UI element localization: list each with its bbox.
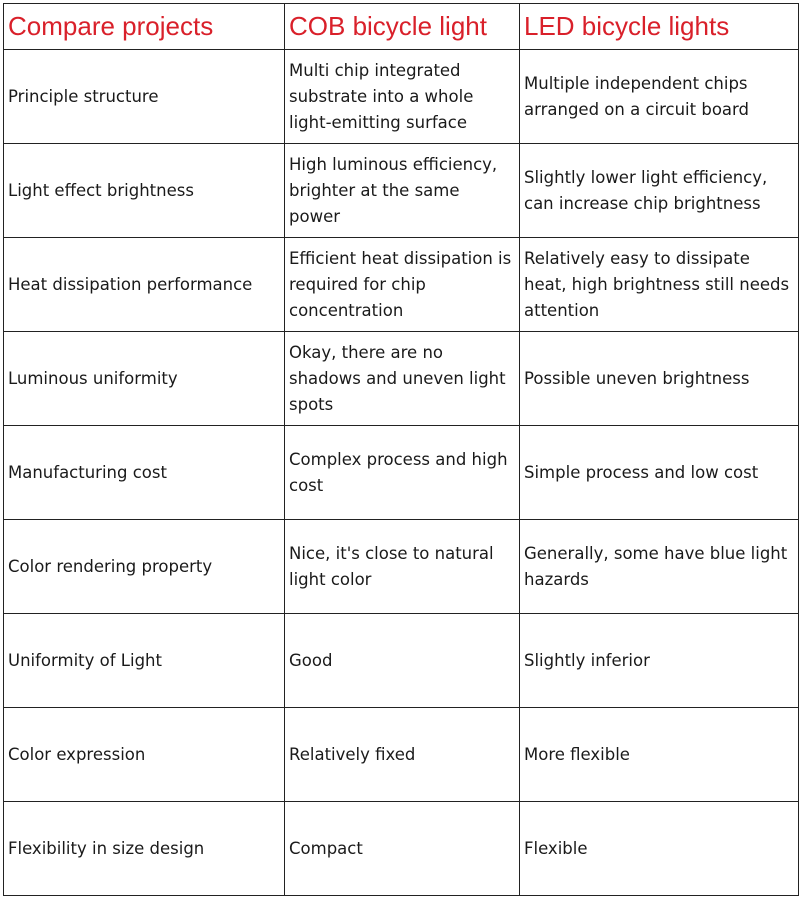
led-cell: Simple process and low cost	[519, 425, 799, 520]
cob-cell: Relatively fixed	[284, 707, 520, 802]
table-row: Heat dissipation performance Efficient he…	[3, 237, 799, 332]
table-row: Uniformity of Light Good Slightly inferior	[3, 613, 799, 708]
led-cell: Relatively easy to dissipate heat, high …	[519, 237, 799, 332]
cob-cell: High luminous efficiency, brighter at th…	[284, 143, 520, 238]
table-row: Manufacturing cost Complex process and hi…	[3, 425, 799, 520]
comparison-table: Compare projects COB bicycle light LED b…	[3, 3, 799, 896]
cob-cell: Nice, it's close to natural light color	[284, 519, 520, 614]
cob-cell: Okay, there are no shadows and uneven li…	[284, 331, 520, 426]
led-cell: Possible uneven brightness	[519, 331, 799, 426]
led-cell: Slightly lower light efficiency, can inc…	[519, 143, 799, 238]
led-cell: Multiple independent chips arranged on a…	[519, 49, 799, 144]
criterion-cell: Luminous uniformity	[3, 331, 285, 426]
header-cob: COB bicycle light	[284, 3, 520, 50]
led-cell: Generally, some have blue light hazards	[519, 519, 799, 614]
table-row: Luminous uniformity Okay, there are no sh…	[3, 331, 799, 426]
criterion-cell: Light effect brightness	[3, 143, 285, 238]
cob-cell: Compact	[284, 801, 520, 896]
criterion-cell: Flexibility in size design	[3, 801, 285, 896]
header-compare-projects: Compare projects	[3, 3, 285, 50]
table-row: Principle structure Multi chip integrated…	[3, 49, 799, 144]
table-row: Color expression Relatively fixed More fle…	[3, 707, 799, 802]
header-led: LED bicycle lights	[519, 3, 799, 50]
led-cell: Flexible	[519, 801, 799, 896]
table-row: Light effect brightness High luminous eff…	[3, 143, 799, 238]
cob-cell: Multi chip integrated substrate into a w…	[284, 49, 520, 144]
table-row: Color rendering property Nice, it's close…	[3, 519, 799, 614]
cob-cell: Good	[284, 613, 520, 708]
led-cell: Slightly inferior	[519, 613, 799, 708]
criterion-cell: Heat dissipation performance	[3, 237, 285, 332]
criterion-cell: Uniformity of Light	[3, 613, 285, 708]
criterion-cell: Color rendering property	[3, 519, 285, 614]
cob-cell: Efficient heat dissipation is required f…	[284, 237, 520, 332]
criterion-cell: Color expression	[3, 707, 285, 802]
cob-cell: Complex process and high cost	[284, 425, 520, 520]
header-row: Compare projects COB bicycle light LED b…	[3, 3, 799, 50]
led-cell: More flexible	[519, 707, 799, 802]
criterion-cell: Manufacturing cost	[3, 425, 285, 520]
criterion-cell: Principle structure	[3, 49, 285, 144]
table-row: Flexibility in size design Compact Flexibl…	[3, 801, 799, 896]
